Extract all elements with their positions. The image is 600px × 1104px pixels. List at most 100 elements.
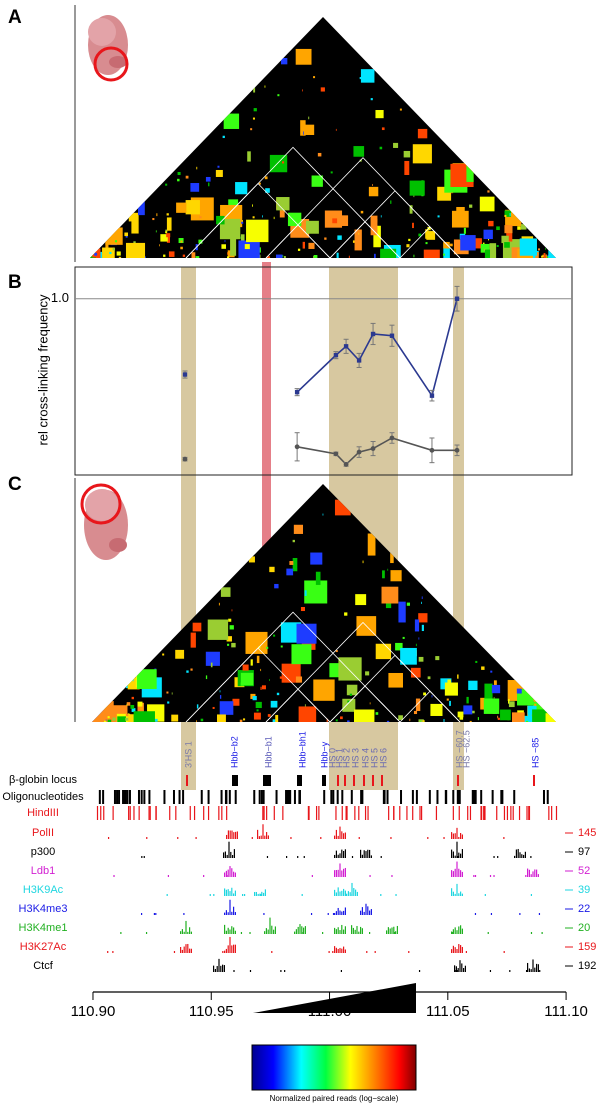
signal	[391, 927, 393, 934]
heatmap-cell	[504, 210, 512, 217]
signal	[528, 869, 530, 877]
hindiii-site	[548, 806, 550, 820]
heatmap-cell	[313, 255, 318, 258]
heatmap-cell	[138, 195, 145, 216]
signal	[229, 830, 231, 839]
signal	[166, 894, 168, 896]
heatmap-cell	[212, 706, 215, 709]
signal	[337, 835, 339, 839]
heatmap-cell	[475, 660, 478, 663]
signal	[344, 832, 346, 839]
signal	[341, 890, 343, 896]
hindiii-site	[262, 806, 264, 820]
signal	[339, 826, 341, 839]
signal	[458, 926, 460, 934]
oligo	[123, 790, 126, 804]
heatmap-cell	[480, 243, 490, 253]
oligo	[128, 790, 131, 804]
locus-label: HS 4	[360, 748, 370, 768]
heatmap-cell	[185, 200, 200, 215]
signal	[227, 945, 229, 953]
signal	[360, 910, 362, 915]
signal	[258, 836, 260, 839]
heatmap-cell	[385, 602, 392, 609]
signal	[231, 911, 233, 915]
heatmap-cell	[410, 667, 421, 678]
signal	[335, 870, 337, 877]
heatmap-cell	[230, 238, 237, 256]
signal	[367, 849, 369, 858]
oligo	[480, 790, 483, 804]
heatmap-cell	[219, 218, 241, 240]
oligo	[178, 790, 181, 804]
heatmap-cell	[287, 212, 302, 227]
signal	[233, 849, 235, 858]
heatmap-cell	[500, 709, 511, 721]
track-label: H3K4me1	[19, 922, 68, 934]
signal	[361, 928, 363, 934]
data-point	[356, 449, 362, 455]
heatmap-cell	[308, 116, 310, 120]
signal	[361, 854, 363, 858]
heatmap-cell	[449, 700, 451, 706]
heatmap-cell	[472, 710, 475, 714]
hindiii-site	[467, 806, 469, 820]
heatmap-cell	[240, 672, 254, 686]
heatmap-cell	[535, 715, 548, 722]
signal	[493, 856, 495, 858]
heatmap-cell	[156, 213, 158, 217]
signal	[369, 910, 371, 915]
heatmap-cell	[126, 703, 128, 706]
heatmap-cell	[548, 243, 556, 258]
oligo	[458, 790, 461, 804]
heatmap-cell	[379, 146, 383, 150]
hindiii-site	[555, 806, 558, 820]
heatmap-cell	[477, 717, 479, 721]
oligo	[98, 790, 101, 804]
signal	[343, 929, 345, 934]
heatmap-cell	[491, 684, 501, 694]
hindiii-site	[318, 806, 320, 820]
heatmap-cell	[279, 676, 283, 679]
signal	[264, 835, 266, 839]
hindiii-site	[345, 806, 347, 820]
signal	[458, 893, 460, 896]
signal	[427, 837, 429, 839]
hindiii-site	[406, 806, 408, 820]
signal	[408, 951, 410, 953]
signal	[222, 951, 224, 953]
track-max: 20	[578, 922, 590, 934]
heatmap-cell	[347, 720, 350, 722]
signal	[254, 891, 256, 896]
heatmap-cell	[246, 219, 269, 243]
heatmap-cell	[165, 229, 168, 232]
signal	[460, 833, 462, 839]
signal	[370, 855, 372, 858]
heatmap-cell	[425, 242, 428, 245]
heatmap-cell	[205, 651, 220, 666]
signal	[304, 926, 306, 934]
oligo	[513, 790, 516, 804]
heatmap-cell	[261, 685, 266, 690]
heatmap-cell	[443, 718, 445, 722]
heatmap-cell	[253, 712, 261, 720]
oligo	[501, 790, 504, 804]
track-label: Oligonucleotides	[2, 791, 84, 803]
heatmap-cell	[252, 216, 255, 219]
heatmap-cell	[395, 642, 403, 651]
locus-label: 3'HS 1	[183, 741, 193, 768]
heatmap-cell	[354, 229, 362, 251]
signal	[367, 906, 369, 915]
heatmap-cell	[525, 720, 529, 722]
data-point	[429, 447, 435, 453]
heatmap-cell	[387, 568, 389, 571]
heatmap-cell	[260, 668, 262, 672]
heatmap-cell	[269, 154, 288, 173]
heatmap-cell	[178, 238, 184, 244]
heatmap-cell	[196, 704, 199, 709]
signal	[299, 924, 301, 934]
signal	[233, 832, 235, 839]
heatmap-cell	[547, 256, 550, 258]
heatmap-cell	[466, 161, 474, 182]
heatmap-cell	[423, 692, 426, 696]
